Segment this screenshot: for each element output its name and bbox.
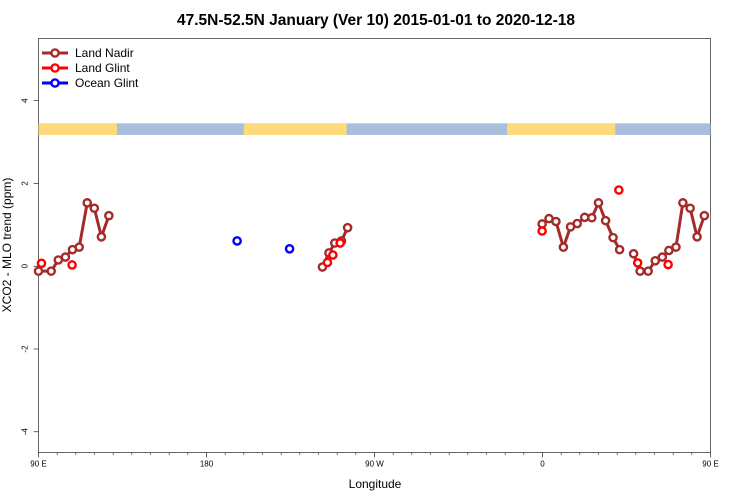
- series-ocean-glint: [232, 236, 295, 254]
- land-glint-point: [67, 260, 77, 270]
- land-nadir-point: [572, 218, 583, 229]
- land-nadir-point: [678, 198, 688, 208]
- ocean-band: [38, 123, 711, 135]
- x-tick-label: 90 E: [30, 460, 46, 469]
- x-tick-label: 90 W: [365, 460, 384, 469]
- axes: 90 E 180 90 W 0 90 E -4 -2 0 2 4: [21, 98, 719, 469]
- land-nadir-point: [33, 266, 44, 276]
- land-nadir-point: [692, 232, 702, 242]
- land-nadir-point: [643, 266, 653, 276]
- land-glint-point: [537, 226, 547, 236]
- land-nadir-point: [628, 248, 639, 259]
- land-nadir-point: [657, 252, 668, 262]
- land-band-segment-2: [507, 123, 616, 135]
- y-tick-label: -2: [21, 345, 30, 353]
- chart-title: 47.5N-52.5N January (Ver 10) 2015-01-01 …: [177, 12, 575, 29]
- land-nadir-point: [82, 198, 93, 208]
- legend-marker-land-glint: [50, 63, 60, 73]
- land-nadir-point: [650, 256, 661, 266]
- land-glint-point: [632, 258, 643, 268]
- series-land-glint: [36, 185, 673, 270]
- x-tick-label: 180: [200, 460, 214, 469]
- legend-label-land-nadir: Land Nadir: [75, 46, 134, 60]
- legend-label-ocean-glint: Ocean Glint: [75, 76, 139, 90]
- land-nadir-point: [635, 266, 645, 276]
- land-nadir-point: [593, 198, 604, 208]
- land-nadir-point: [46, 266, 56, 276]
- land-nadir-point: [558, 242, 569, 252]
- land-nadir-point: [614, 244, 625, 255]
- legend-marker-ocean-glint: [50, 78, 60, 88]
- y-axis-label: XCO2 - MLO trend (ppm): [0, 178, 14, 313]
- land-nadir-point: [342, 222, 353, 233]
- land-band-segment-1: [243, 123, 347, 135]
- y-tick-label: 0: [21, 263, 30, 268]
- y-tick-label: -4: [21, 428, 30, 436]
- land-glint-point: [322, 257, 333, 268]
- x-axis-label: Longitude: [349, 477, 402, 491]
- land-nadir-point: [551, 216, 561, 227]
- legend-marker-land-nadir: [50, 48, 60, 58]
- land-ocean-band: [38, 123, 711, 135]
- x-tick-label: 0: [540, 460, 545, 469]
- land-nadir-point: [74, 242, 84, 252]
- land-nadir-point: [586, 212, 597, 223]
- y-tick-label: 2: [21, 181, 30, 186]
- land-nadir-point: [600, 215, 611, 226]
- land-nadir-point: [608, 232, 618, 243]
- ocean-glint-point: [232, 236, 242, 246]
- land-band-segment-0: [38, 123, 117, 135]
- land-glint-point: [663, 259, 673, 270]
- land-nadir-point: [104, 210, 114, 221]
- ocean-glint-point: [284, 244, 295, 254]
- x-tick-label: 90 E: [702, 460, 718, 469]
- land-nadir-point: [60, 252, 71, 262]
- land-nadir-point: [89, 203, 100, 214]
- y-tick-label: 4: [21, 98, 30, 103]
- land-glint-point: [614, 185, 624, 195]
- land-nadir-point: [671, 242, 681, 252]
- series-layer: [33, 185, 710, 276]
- land-nadir-point: [96, 232, 107, 242]
- land-glint-point: [328, 250, 338, 260]
- plot-frame: [38, 38, 711, 453]
- legend-label-land-glint: Land Glint: [75, 61, 130, 75]
- land-glint-point: [335, 238, 345, 248]
- land-nadir-point: [664, 245, 674, 256]
- series-land-nadir: [33, 198, 710, 276]
- land-nadir-point: [699, 210, 710, 221]
- land-nadir-point: [685, 203, 695, 214]
- land-glint-point: [36, 258, 47, 269]
